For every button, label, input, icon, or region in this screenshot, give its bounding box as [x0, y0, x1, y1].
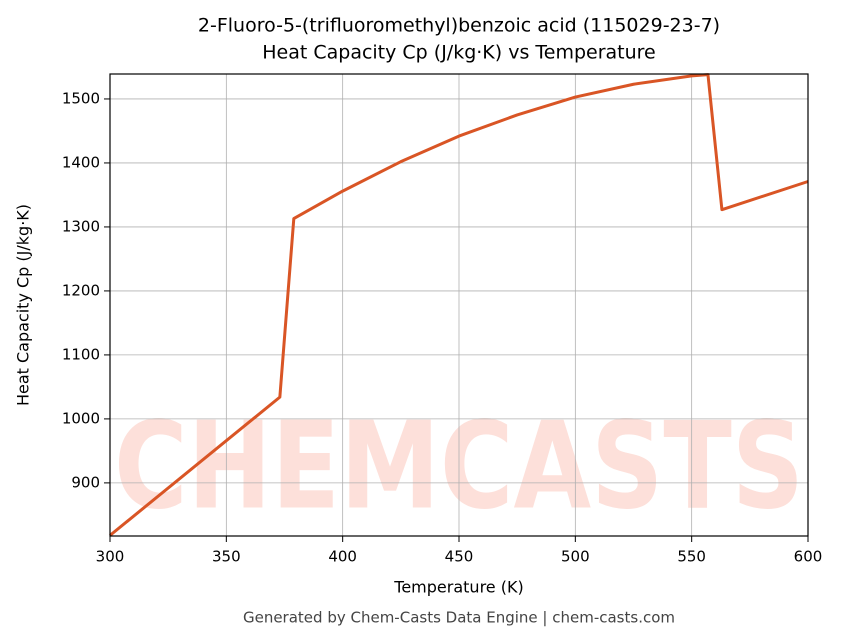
x-tick-label: 500 — [561, 548, 590, 566]
x-tick-label: 450 — [445, 548, 474, 566]
plot-frame — [109, 73, 809, 537]
x-tick-label: 300 — [96, 548, 125, 566]
y-tick-label: 1500 — [62, 89, 100, 107]
chart-subtitle: Heat Capacity Cp (J/kg·K) vs Temperature — [262, 42, 656, 64]
footer: Generated by Chem-Casts Data Engine | ch… — [243, 609, 675, 627]
x-axis-label: Temperature (K) — [393, 578, 523, 597]
y-tick-label: 1000 — [62, 409, 100, 427]
y-tick-label: 1100 — [62, 345, 100, 363]
line — [109, 73, 809, 537]
chart-title: 2-Fluoro-5-(trifluoromethyl)benzoic acid… — [198, 15, 720, 37]
y-tick-label: 900 — [71, 473, 100, 491]
y-tick-label: 1400 — [62, 153, 100, 171]
y-tick-label: 1300 — [62, 217, 100, 235]
x-tick-label: 550 — [677, 548, 706, 566]
y-axis-label: Heat Capacity Cp (J/kg·K) — [14, 204, 33, 406]
x-tick-label: 350 — [212, 548, 241, 566]
x-tick-label: 600 — [794, 548, 823, 566]
y-tick-label: 1200 — [62, 281, 100, 299]
x-tick-label: 400 — [328, 548, 357, 566]
